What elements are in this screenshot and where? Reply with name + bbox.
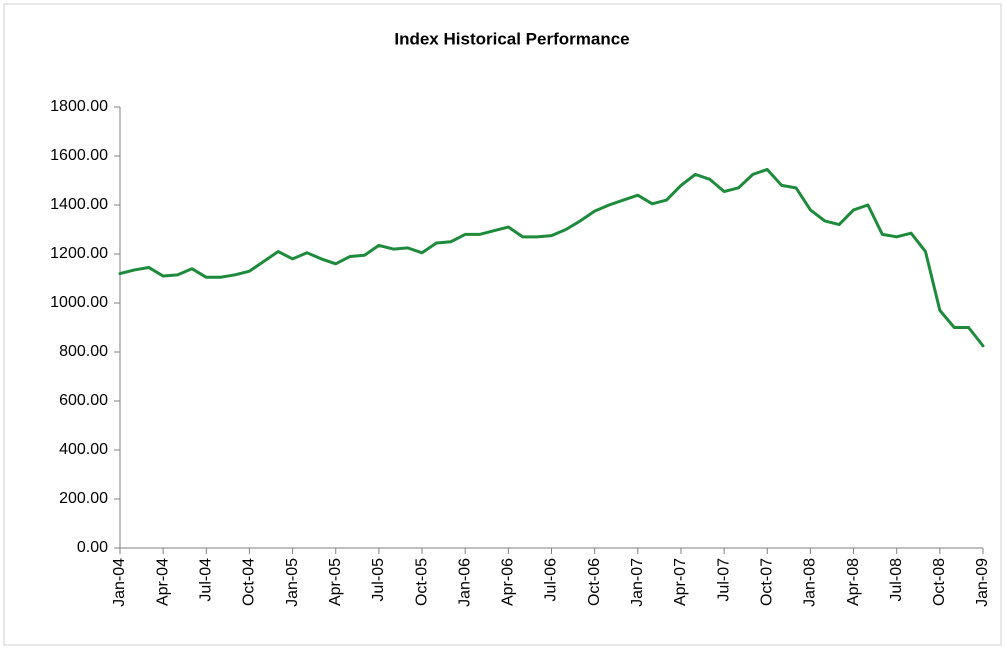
- x-tick-label: Oct-06: [586, 558, 603, 606]
- x-tick-label: Jan-04: [111, 558, 128, 607]
- x-tick-label: Jan-08: [802, 558, 819, 607]
- y-tick-label: 200.00: [59, 490, 108, 507]
- line-series: [118, 167, 985, 348]
- x-tick-label: Jan-06: [456, 558, 473, 607]
- y-tick-label: 400.00: [59, 441, 108, 458]
- x-tick-label: Apr-04: [154, 558, 171, 606]
- chart-frame: [3, 3, 1002, 646]
- y-tick-label: 1400.00: [50, 196, 108, 213]
- x-tick-label: Jul-04: [198, 558, 215, 602]
- x-tick-label: Jul-06: [543, 558, 560, 602]
- x-tick-label: Jan-07: [629, 558, 646, 607]
- x-tick-label: Jul-08: [888, 558, 905, 602]
- x-tick-label: Oct-08: [931, 558, 948, 606]
- y-tick-label: 1800.00: [50, 98, 108, 115]
- x-tick-label: Apr-05: [327, 558, 344, 606]
- y-tick-label: 600.00: [59, 392, 108, 409]
- x-tick-label: Oct-07: [758, 558, 775, 606]
- chart-title: Index Historical Performance: [394, 29, 629, 48]
- x-tick-label: Jul-07: [715, 558, 732, 602]
- y-tick-label: 1600.00: [50, 147, 108, 164]
- y-tick-label: 800.00: [59, 343, 108, 360]
- y-tick-label: 1000.00: [50, 294, 108, 311]
- y-tick-label: 0.00: [77, 539, 108, 556]
- y-tick-label: 1200.00: [50, 245, 108, 262]
- x-tick-label: Oct-05: [413, 558, 430, 606]
- x-tick-label: Apr-06: [500, 558, 517, 606]
- x-tick-label: Apr-08: [845, 558, 862, 606]
- x-tick-label: Jan-09: [974, 558, 991, 607]
- x-tick-label: Oct-04: [241, 558, 258, 606]
- x-tick-label: Jan-05: [284, 558, 301, 607]
- x-tick-label: Apr-07: [672, 558, 689, 606]
- x-tick-label: Jul-05: [370, 558, 387, 602]
